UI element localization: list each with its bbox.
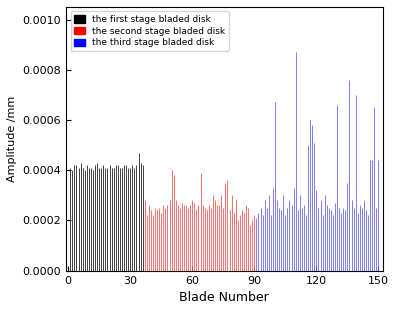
Legend: the first stage bladed disk, the second stage bladed disk, the third stage blade: the first stage bladed disk, the second … [70, 12, 229, 51]
Y-axis label: Amplitude /mm: Amplitude /mm [7, 96, 17, 182]
X-axis label: Blade Number: Blade Number [179, 291, 269, 304]
